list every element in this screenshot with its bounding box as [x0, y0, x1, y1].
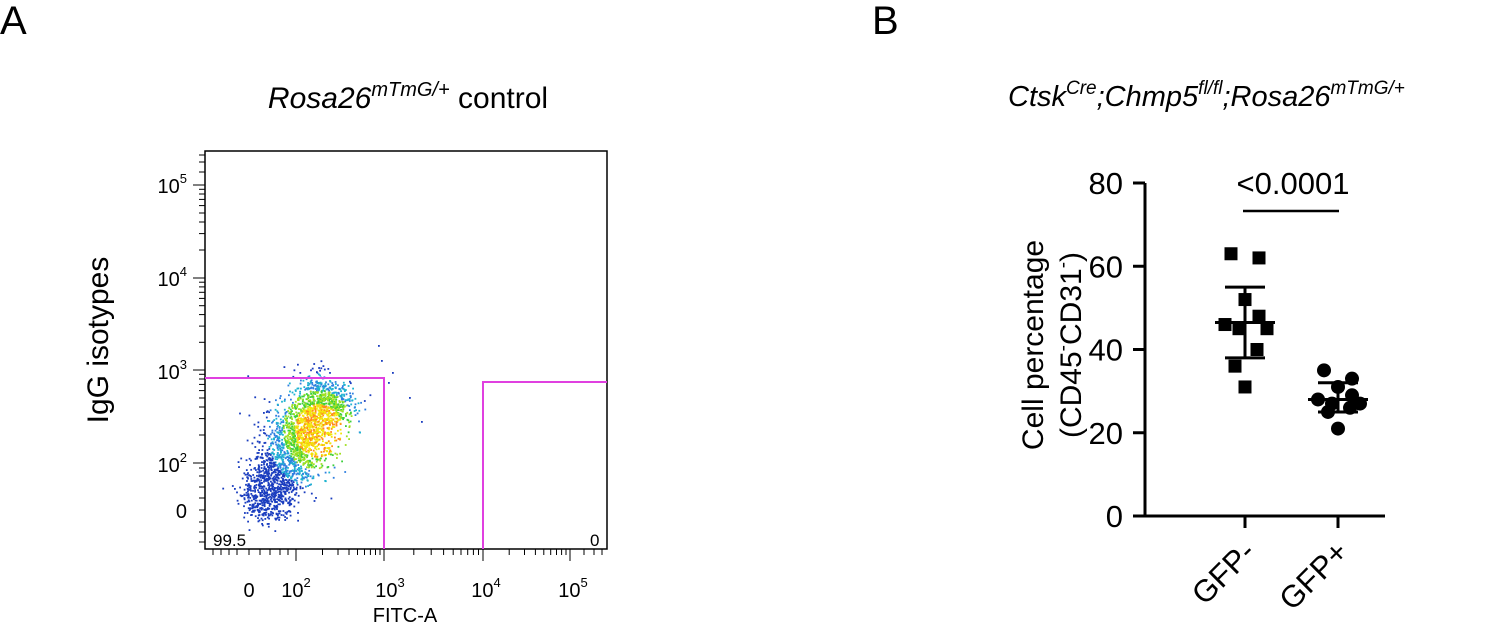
data-point	[1260, 322, 1274, 336]
panel-b-letter: B	[872, 0, 899, 43]
gate-right-percentage: 0	[590, 531, 599, 550]
x-tick-3: 104	[471, 575, 500, 602]
significance-label: <0.0001	[1237, 166, 1350, 201]
y-tick-label: 20	[1089, 416, 1123, 451]
x-tick-2: 103	[375, 575, 404, 602]
data-point	[1252, 309, 1266, 323]
x-tick-4: 105	[558, 575, 587, 602]
panel-a-x-ticks: 0 102 103 104 105	[243, 575, 587, 602]
data-point	[1331, 421, 1345, 436]
y-tick-1: 102	[158, 450, 187, 477]
panel-a-ylabel: IgG isotypes	[82, 257, 115, 424]
panel-b-ylabel-line1: Cell percentage	[1017, 240, 1050, 450]
data-point	[1250, 343, 1264, 356]
panel-a-plot-frame	[204, 150, 608, 550]
gate-left-percentage: 99.5	[213, 531, 246, 550]
data-point	[1232, 322, 1246, 336]
y-tick-3: 104	[158, 264, 187, 291]
panel-a-title-suffix: control	[450, 82, 548, 115]
flow-density-dots	[222, 345, 423, 537]
data-point	[1228, 359, 1242, 373]
data-point	[1218, 318, 1232, 332]
x-tick-label: GFP-	[1185, 534, 1262, 611]
panel-b: CtskCre;Chmp5fl/fl;Rosa26mTmG/+ Cell per…	[1008, 78, 1405, 617]
x-tick-1: 102	[281, 575, 310, 602]
panel-a: Rosa26mTmG/+ control IgG isotypes 99.5 0…	[82, 79, 608, 627]
panel-a-xlabel: FITC-A	[373, 605, 438, 625]
panel-b-points	[1215, 247, 1368, 436]
y-tick-4: 105	[158, 171, 187, 198]
panel-a-minor-ticks	[193, 154, 603, 561]
gate-left	[205, 377, 385, 549]
x-tick-label: GFP+	[1272, 534, 1355, 617]
panel-b-title: CtskCre;Chmp5fl/fl;Rosa26mTmG/+	[1008, 78, 1405, 113]
gate-right	[482, 381, 607, 549]
y-tick-2: 103	[158, 357, 187, 384]
panel-b-ylabel-line2: (CD45-CD31-)	[1053, 252, 1088, 438]
data-point	[1238, 380, 1252, 394]
y-tick-label: 60	[1089, 249, 1123, 284]
panel-a-title-base: Rosa26	[268, 82, 372, 115]
gates	[205, 377, 607, 549]
x-tick-0: 0	[243, 580, 254, 602]
y-tick-label: 0	[1106, 499, 1123, 534]
data-point	[1224, 247, 1238, 261]
panel-a-letter: A	[0, 0, 27, 43]
data-point	[1317, 363, 1331, 378]
y-tick-0: 0	[176, 501, 187, 523]
panel-a-y-ticks: 0 102 103 104 105	[158, 171, 187, 523]
data-point	[1252, 251, 1266, 265]
panel-a-title-sup: mTmG/+	[371, 79, 449, 101]
panel-b-ylabel: Cell percentage (CD45-CD31-)	[1017, 240, 1088, 450]
y-tick-label: 80	[1089, 166, 1123, 201]
panel-a-title: Rosa26mTmG/+ control	[268, 79, 548, 115]
y-tick-label: 40	[1089, 333, 1123, 368]
